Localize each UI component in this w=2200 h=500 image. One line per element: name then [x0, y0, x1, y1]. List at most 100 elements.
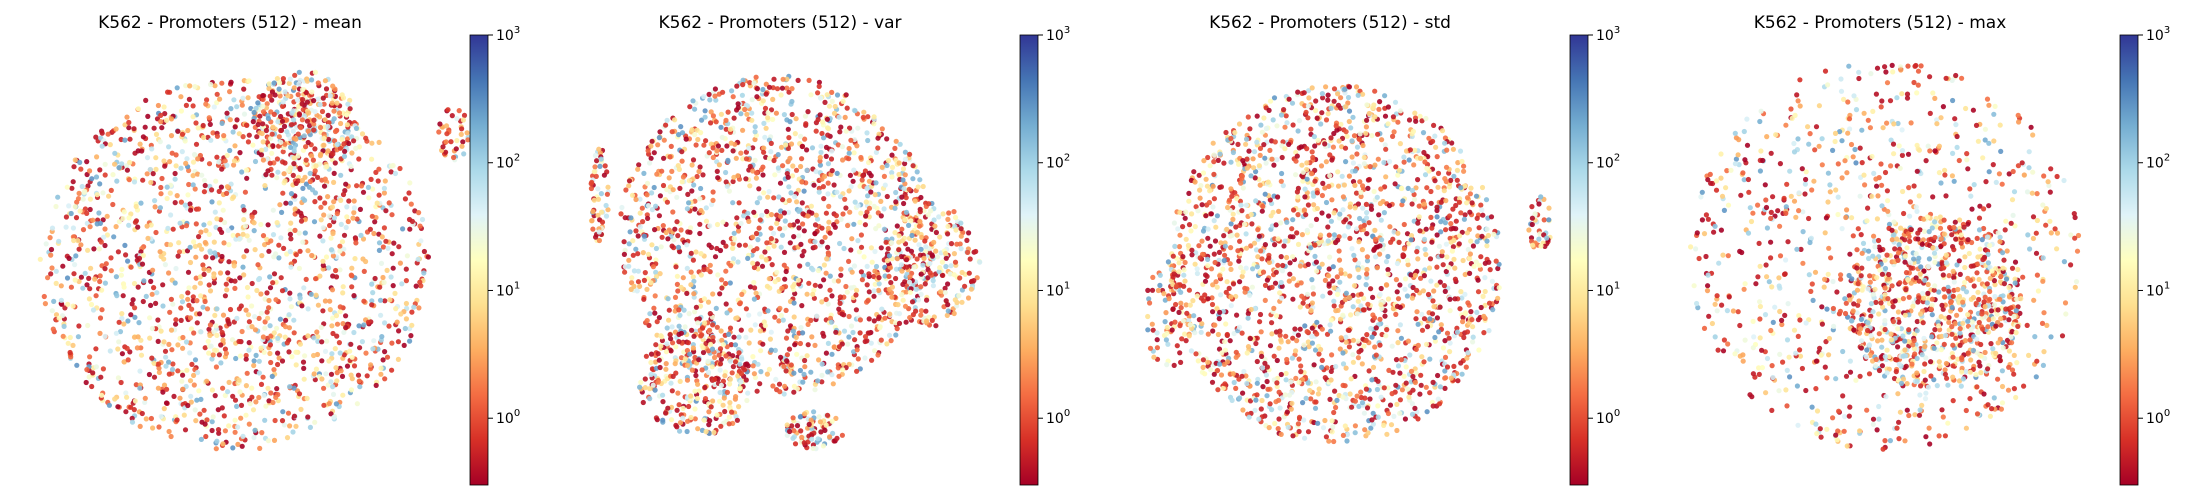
scatter-point — [678, 284, 684, 290]
scatter-point — [291, 155, 297, 161]
scatter-point — [251, 220, 257, 226]
scatter-point — [825, 125, 831, 131]
scatter-point — [736, 334, 742, 340]
scatter-point — [185, 296, 191, 302]
scatter-point — [249, 394, 255, 400]
scatter-point — [320, 258, 326, 264]
scatter-point — [676, 323, 682, 329]
scatter-point — [903, 195, 909, 201]
scatter-point — [89, 176, 95, 182]
scatter-point — [168, 212, 174, 218]
scatter-point — [878, 245, 884, 251]
scatter-point — [58, 297, 64, 303]
scatter-point — [1411, 162, 1417, 168]
scatter-point — [1395, 340, 1401, 346]
scatter-point — [769, 262, 775, 268]
scatter-point — [783, 307, 789, 313]
scatter-point — [1239, 330, 1245, 336]
scatter-point — [669, 324, 675, 330]
scatter-point — [311, 335, 317, 341]
scatter-point — [596, 229, 602, 235]
scatter-point — [770, 96, 776, 102]
scatter-point — [266, 81, 272, 87]
scatter-point — [187, 201, 193, 207]
scatter-point — [240, 264, 246, 270]
scatter-point — [357, 384, 363, 390]
scatter-point — [653, 245, 659, 252]
scatter-point — [309, 187, 316, 193]
scatter-point — [376, 231, 382, 237]
scatter-point — [637, 283, 643, 289]
scatter-point — [663, 361, 669, 367]
scatter-point — [380, 244, 386, 250]
scatter-point — [245, 139, 251, 145]
scatter-point — [175, 342, 181, 348]
scatter-point — [781, 262, 787, 268]
scatter-point — [126, 125, 132, 131]
scatter-point — [846, 156, 852, 162]
scatter-point — [144, 155, 151, 161]
scatter-point — [348, 341, 354, 347]
scatter-point — [661, 155, 667, 161]
scatter-point — [663, 122, 669, 128]
scatter-point — [751, 80, 757, 86]
scatter-point — [851, 167, 857, 173]
scatter-point — [881, 173, 887, 179]
scatter-point — [885, 246, 891, 252]
scatter-point — [161, 339, 167, 345]
scatter-point — [287, 227, 293, 233]
scatter-point — [87, 286, 93, 292]
scatter-point — [717, 346, 724, 352]
scatter-point — [96, 246, 102, 252]
scatter-point — [289, 110, 295, 116]
scatter-point — [114, 293, 120, 299]
scatter-point — [113, 330, 119, 336]
scatter-point — [322, 348, 329, 354]
scatter-point — [763, 81, 769, 87]
scatter-point — [621, 251, 627, 257]
scatter-point — [199, 172, 205, 178]
scatter-point — [301, 365, 307, 371]
scatter-point — [1467, 209, 1473, 215]
scatter-point — [825, 301, 831, 307]
scatter-point — [679, 149, 685, 155]
scatter-point — [363, 135, 369, 141]
scatter-point — [330, 253, 336, 259]
scatter-point — [174, 85, 180, 91]
scatter-point — [1251, 240, 1258, 246]
scatter-point — [719, 277, 725, 283]
scatter-point — [456, 108, 462, 114]
scatter-point — [217, 270, 224, 276]
scatter-point — [204, 306, 211, 312]
scatter-point — [227, 89, 233, 95]
scatter-point — [722, 408, 728, 415]
scatter-point — [444, 131, 450, 137]
scatter-point — [701, 267, 707, 273]
scatter-point — [675, 244, 682, 250]
scatter-point — [918, 284, 924, 290]
scatter-point — [267, 274, 273, 280]
scatter-point — [864, 185, 870, 191]
scatter-point — [730, 353, 736, 359]
scatter-point — [1325, 97, 1331, 103]
scatter-point — [203, 433, 209, 440]
scatter-point — [695, 320, 701, 326]
scatter-point — [270, 399, 276, 406]
scatter-point — [315, 80, 321, 86]
scatter-point — [782, 225, 788, 231]
scatter-point — [1421, 316, 1428, 322]
scatter-point — [361, 298, 367, 304]
scatter-point — [305, 248, 311, 254]
scatter-point — [833, 329, 839, 335]
scatter-point — [647, 396, 653, 402]
scatter-point — [128, 312, 134, 318]
scatter-point — [1451, 256, 1457, 262]
scatter-point — [132, 305, 138, 311]
scatter-point — [1210, 140, 1216, 146]
scatter-point — [196, 234, 202, 240]
scatter-point — [108, 187, 114, 193]
scatter-point — [1186, 222, 1193, 228]
scatter-point — [928, 208, 934, 214]
scatter-point — [179, 149, 185, 155]
scatter-point — [667, 154, 673, 160]
